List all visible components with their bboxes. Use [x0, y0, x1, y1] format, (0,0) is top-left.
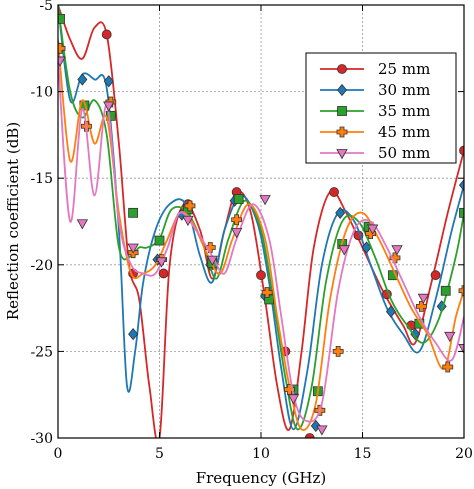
- legend-label: 25 mm: [378, 60, 430, 78]
- y-tick-label: -30: [30, 431, 53, 447]
- legend-label: 30 mm: [378, 81, 430, 99]
- data-point: [154, 235, 165, 246]
- data-point: [231, 214, 243, 226]
- legend-marker: [336, 149, 348, 160]
- data-point: [103, 75, 114, 88]
- data-point: [256, 270, 266, 281]
- x-tick-label: 5: [155, 446, 164, 462]
- x-tick-label: 0: [54, 446, 63, 462]
- series-5: [58, 56, 464, 436]
- data-point: [206, 255, 218, 266]
- ticks: [57, 4, 465, 439]
- data-point: [335, 206, 346, 219]
- data-point: [444, 331, 456, 343]
- legend-label: 50 mm: [378, 144, 430, 162]
- legend-marker: [336, 83, 348, 97]
- data-point: [58, 13, 65, 24]
- data-point: [391, 245, 403, 256]
- data-point: [287, 394, 300, 405]
- y-tick-label: -10: [30, 85, 53, 101]
- series-line: [58, 56, 464, 423]
- data-point: [440, 285, 451, 296]
- data-point: [182, 215, 194, 227]
- data-point: [338, 245, 350, 256]
- data-point: [389, 252, 401, 264]
- data-point: [459, 145, 464, 156]
- legend-label: 35 mm: [378, 102, 430, 120]
- legend-marker: [337, 64, 347, 74]
- legend-item: 50 mm: [320, 144, 430, 162]
- data-point: [101, 29, 112, 40]
- legend-item: 45 mm: [320, 123, 430, 141]
- legend-item: 30 mm: [320, 81, 430, 99]
- data-point: [128, 327, 139, 341]
- data-point: [58, 42, 66, 54]
- data-point: [316, 425, 328, 436]
- data-point: [158, 268, 169, 279]
- y-tick-label: -15: [30, 171, 53, 187]
- legend-item: 25 mm: [320, 60, 430, 78]
- legend-marker: [337, 106, 347, 116]
- x-axis-label: Frequency (GHz): [196, 469, 327, 487]
- y-tick-label: -20: [30, 258, 53, 274]
- data-point: [442, 361, 454, 373]
- data-point: [329, 187, 339, 197]
- data-point: [458, 285, 464, 297]
- data-point: [417, 293, 430, 305]
- data-point: [230, 227, 243, 239]
- x-tick-label: 15: [354, 446, 372, 462]
- y-tick-label: -5: [39, 0, 53, 14]
- series-layer: [58, 5, 464, 438]
- legend-box: [305, 52, 457, 164]
- y-axis-label: Reflection coefficient (dB): [4, 122, 22, 320]
- data-point: [77, 73, 88, 86]
- x-tick-label: 10: [252, 446, 270, 462]
- series-line: [58, 5, 464, 431]
- data-point: [366, 224, 379, 235]
- data-point: [415, 300, 427, 312]
- data-point: [304, 433, 315, 438]
- x-tick-label: 20: [455, 446, 473, 462]
- legend-marker: [336, 126, 348, 138]
- legend: 25 mm 30 mm 35 mm 45 mm 50 mm: [305, 52, 457, 164]
- data-point: [76, 219, 89, 230]
- data-point: [459, 207, 464, 218]
- data-point: [332, 345, 344, 357]
- data-point: [430, 270, 441, 281]
- data-point: [458, 178, 464, 192]
- legend-item: 35 mm: [320, 102, 430, 120]
- legend-label: 45 mm: [378, 123, 430, 141]
- data-point: [259, 195, 271, 206]
- y-tick-label: -25: [30, 344, 53, 360]
- data-point: [58, 56, 66, 67]
- data-point: [127, 243, 139, 254]
- tick-labels: 0 5 10 15 20 -5 -10 -15 -20 -25 -30: [30, 0, 472, 462]
- data-point: [261, 287, 273, 298]
- data-point: [233, 194, 244, 204]
- data-point: [155, 257, 168, 268]
- data-point: [184, 200, 196, 212]
- data-point: [103, 101, 115, 112]
- data-point: [385, 305, 396, 318]
- data-point: [128, 207, 139, 218]
